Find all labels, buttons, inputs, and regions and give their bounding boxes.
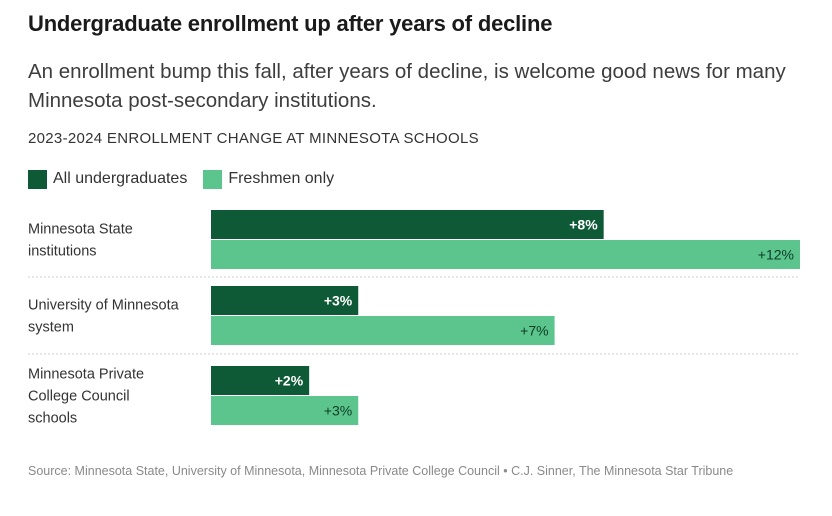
- bar-minnesota-state-institutions-freshmen-only: [211, 240, 800, 269]
- legend: All undergraduates Freshmen only: [28, 168, 350, 190]
- source-note: Source: Minnesota State, University of M…: [28, 464, 734, 478]
- legend-swatch-all-undergraduates: [28, 169, 47, 189]
- legend-item-freshmen-only: Freshmen only: [203, 169, 335, 189]
- chart-title: Undergraduate enrollment up after years …: [28, 11, 553, 36]
- legend-label-all-undergraduates: All undergraduates: [53, 170, 188, 187]
- data-label-university-of-minnesota-system-freshmen-only: +7%: [520, 323, 548, 339]
- category-label-university-of-minnesota-system-line-1: University of Minnesota: [28, 297, 180, 313]
- category-label-university-of-minnesota-system-line-2: system: [28, 319, 74, 335]
- legend-item-all-undergraduates: All undergraduates: [28, 169, 188, 189]
- data-label-university-of-minnesota-system-all-undergraduates: +3%: [324, 293, 353, 309]
- category-label-minnesota-private-college-council-schools-line-1: Minnesota Private: [28, 366, 144, 382]
- data-label-minnesota-state-institutions-all-undergraduates: +8%: [569, 217, 598, 233]
- bar-minnesota-private-college-council-schools-all-undergraduates: [211, 366, 310, 395]
- category-label-minnesota-state-institutions-line-1: Minnesota State: [28, 221, 133, 237]
- bar-university-of-minnesota-system-freshmen-only: [211, 316, 555, 345]
- bar-minnesota-state-institutions-all-undergraduates: [211, 210, 604, 239]
- bar-university-of-minnesota-system-all-undergraduates: [211, 286, 359, 315]
- category-label-minnesota-private-college-council-schools-line-3: schools: [28, 410, 77, 426]
- category-label-minnesota-state-institutions-line-2: institutions: [28, 243, 97, 259]
- legend-swatch-freshmen-only: [203, 169, 223, 189]
- chart-subtitle: An enrollment bump this fall, after year…: [28, 60, 786, 112]
- data-label-minnesota-private-college-council-schools-freshmen-only: +3%: [324, 403, 352, 419]
- chart-kicker: 2023-2024 ENROLLMENT CHANGE AT MINNESOTA…: [28, 130, 479, 147]
- legend-label-freshmen-only: Freshmen only: [228, 170, 335, 187]
- data-label-minnesota-private-college-council-schools-all-undergraduates: +2%: [275, 373, 304, 389]
- category-label-minnesota-private-college-council-schools-line-2: College Council: [28, 388, 130, 404]
- data-label-minnesota-state-institutions-freshmen-only: +12%: [758, 247, 794, 263]
- bar-minnesota-private-college-council-schools-freshmen-only: [211, 396, 359, 425]
